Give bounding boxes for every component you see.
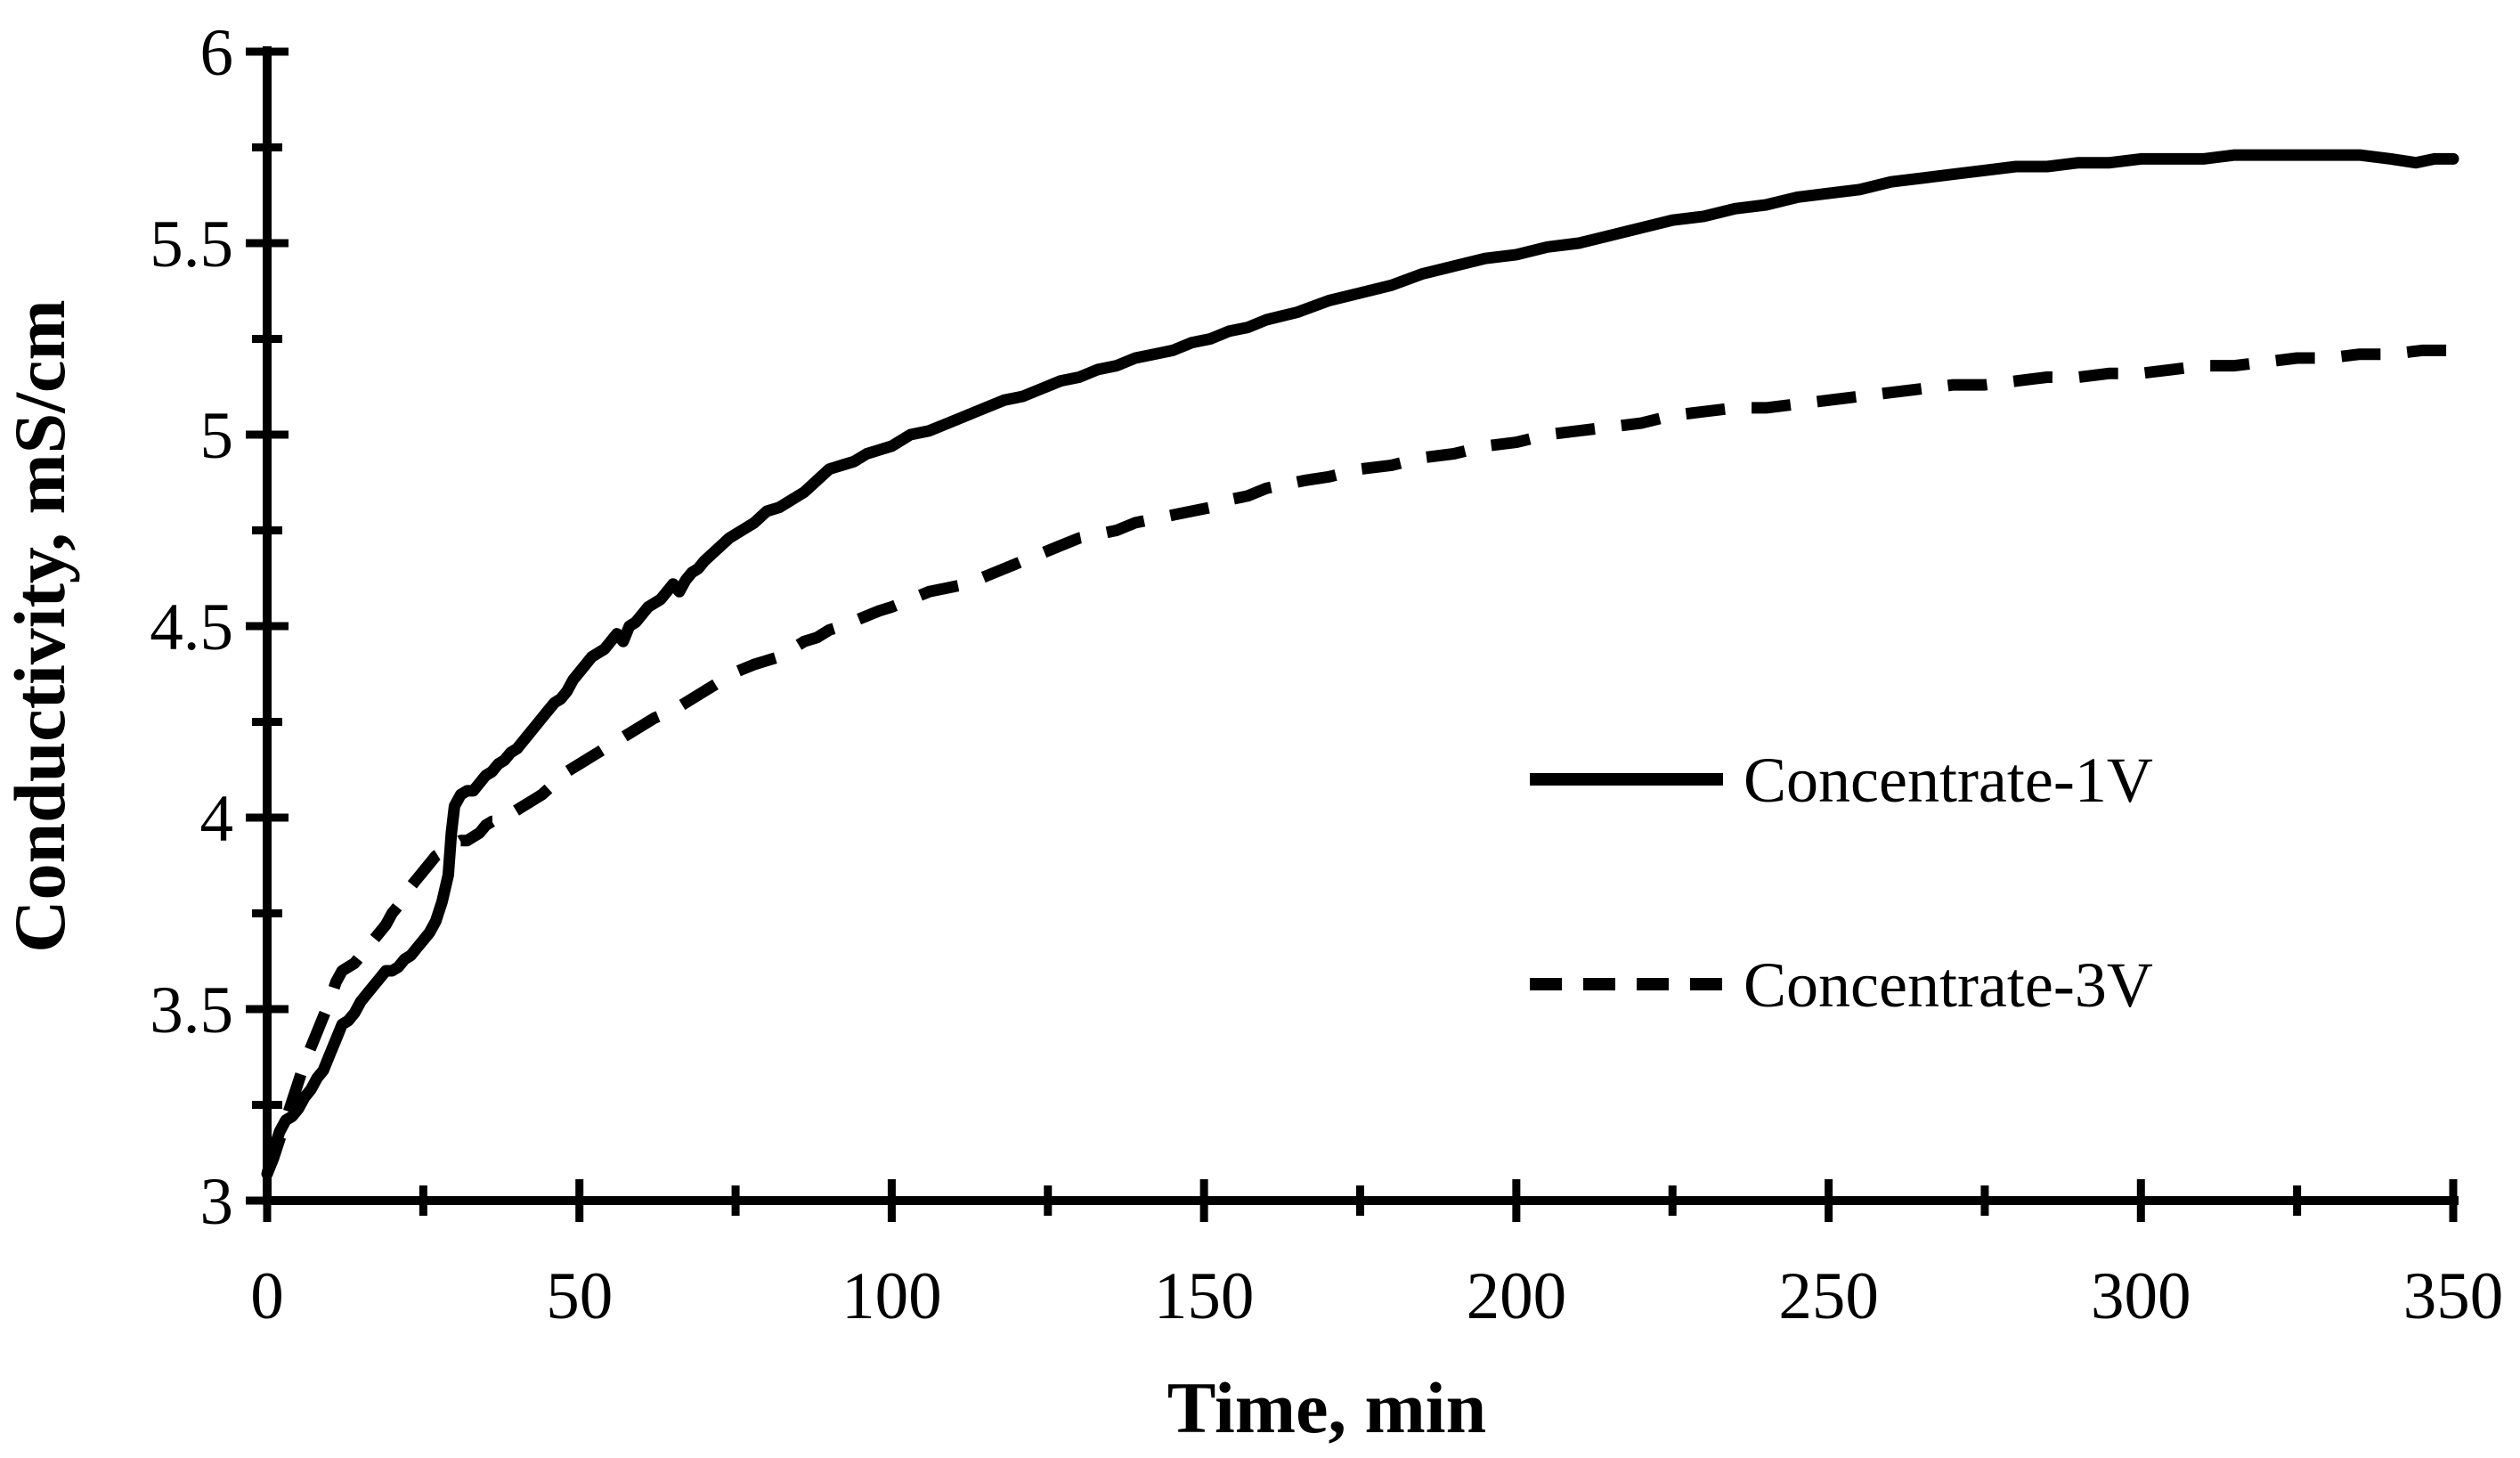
series-line-concentrate-1v	[261, 149, 2459, 1180]
y-tick-label: 6	[200, 16, 234, 90]
legend-label-concentrate-1v: Concentrate-1V	[1744, 745, 2153, 816]
legend-label-concentrate-3v: Concentrate-3V	[1744, 949, 2153, 1021]
legend: Concentrate-1V Concentrate-3V	[1530, 745, 2153, 1021]
x-tick-label: 100	[841, 1259, 942, 1333]
y-tick-label: 3.5	[150, 973, 233, 1047]
x-tick-label: 0	[250, 1259, 284, 1333]
y-tick-label: 4	[200, 782, 234, 856]
y-tick-label: 3	[200, 1165, 234, 1239]
y-tick-label: 5.5	[150, 208, 233, 281]
x-axis-title: Time, min	[1167, 1367, 1486, 1448]
x-tick-label: 150	[1154, 1259, 1255, 1333]
plot-area: 0 50 100 150 200 250 300 350 3 3.5 4 4.5 5 5.5 6	[150, 16, 2503, 1333]
x-tick-label: 350	[2403, 1259, 2504, 1333]
x-tick-label: 300	[2091, 1259, 2191, 1333]
y-tick-label: 5	[200, 399, 234, 473]
y-axis-title: Conductivity, mS/cm	[0, 299, 80, 952]
series-line-concentrate-3v	[261, 344, 2453, 1177]
x-tick-label: 200	[1467, 1259, 1567, 1333]
y-tick-label: 4.5	[150, 591, 233, 664]
x-tick-label: 250	[1778, 1259, 1879, 1333]
x-tick-label: 50	[546, 1259, 613, 1333]
